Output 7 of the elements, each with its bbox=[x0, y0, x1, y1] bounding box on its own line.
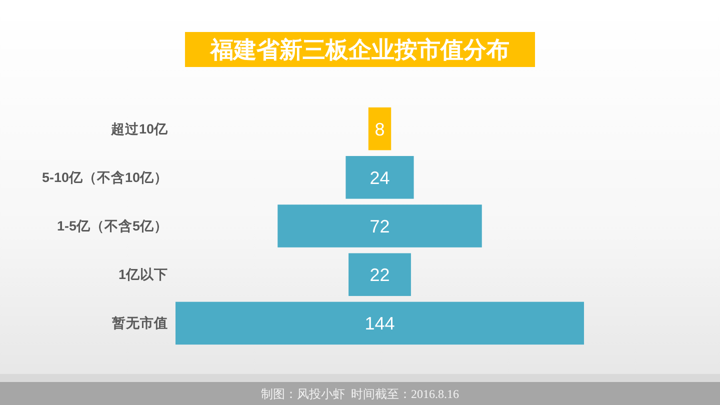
category-label: 1-5亿（不含5亿） bbox=[56, 218, 168, 234]
category-label: 暂无市值 bbox=[111, 314, 168, 331]
footer: 制图：风投小虾 时间截至：2016.8.16 bbox=[0, 374, 720, 405]
title: 福建省新三板企业按市值分布 bbox=[185, 32, 535, 67]
category-label: 1亿以下 bbox=[118, 267, 168, 282]
category-label: 超过10亿 bbox=[110, 121, 169, 136]
category-label: 5-10亿（不含10亿） bbox=[42, 170, 168, 185]
